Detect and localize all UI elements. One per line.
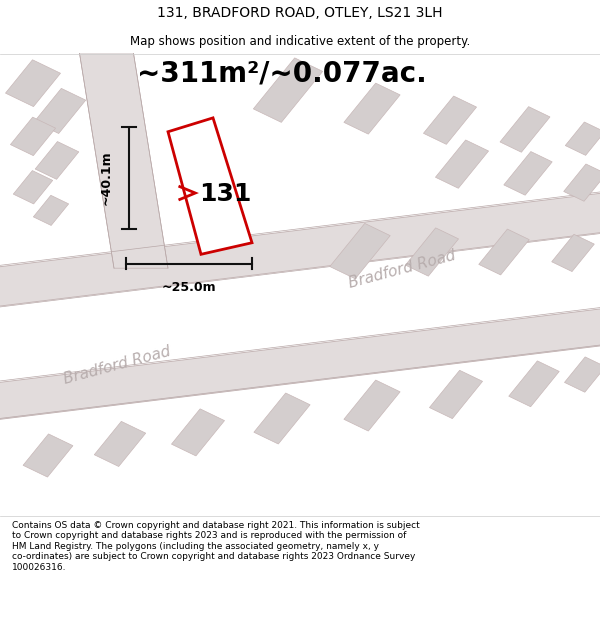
Polygon shape (504, 151, 552, 195)
Polygon shape (23, 434, 73, 477)
Polygon shape (10, 117, 56, 156)
Text: Bradford Road: Bradford Road (62, 344, 172, 387)
Polygon shape (78, 44, 168, 268)
Text: Contains OS data © Crown copyright and database right 2021. This information is : Contains OS data © Crown copyright and d… (12, 521, 420, 572)
Polygon shape (94, 421, 146, 466)
Polygon shape (509, 361, 559, 407)
Text: ~311m²/~0.077ac.: ~311m²/~0.077ac. (137, 60, 427, 88)
Polygon shape (13, 171, 53, 204)
Polygon shape (424, 96, 476, 144)
Polygon shape (0, 308, 600, 421)
Polygon shape (253, 58, 323, 122)
Polygon shape (34, 88, 86, 134)
Text: Bradford Road: Bradford Road (347, 248, 457, 291)
Polygon shape (172, 409, 224, 456)
Polygon shape (34, 195, 68, 226)
Polygon shape (500, 107, 550, 152)
Polygon shape (406, 228, 458, 276)
Text: Map shows position and indicative extent of the property.: Map shows position and indicative extent… (130, 35, 470, 48)
Polygon shape (565, 122, 600, 156)
Polygon shape (35, 141, 79, 179)
Polygon shape (479, 229, 529, 275)
Polygon shape (344, 83, 400, 134)
Polygon shape (344, 380, 400, 431)
Polygon shape (436, 140, 488, 188)
Polygon shape (565, 357, 600, 392)
Text: ~40.1m: ~40.1m (100, 151, 113, 205)
Polygon shape (563, 164, 600, 201)
Polygon shape (5, 60, 61, 107)
Polygon shape (168, 118, 252, 254)
Text: 131, BRADFORD ROAD, OTLEY, LS21 3LH: 131, BRADFORD ROAD, OTLEY, LS21 3LH (157, 6, 443, 20)
Text: 131: 131 (199, 182, 251, 206)
Polygon shape (430, 370, 482, 419)
Polygon shape (330, 223, 390, 279)
Text: ~25.0m: ~25.0m (161, 281, 217, 294)
Polygon shape (254, 393, 310, 444)
Polygon shape (551, 234, 595, 271)
Polygon shape (0, 192, 600, 308)
